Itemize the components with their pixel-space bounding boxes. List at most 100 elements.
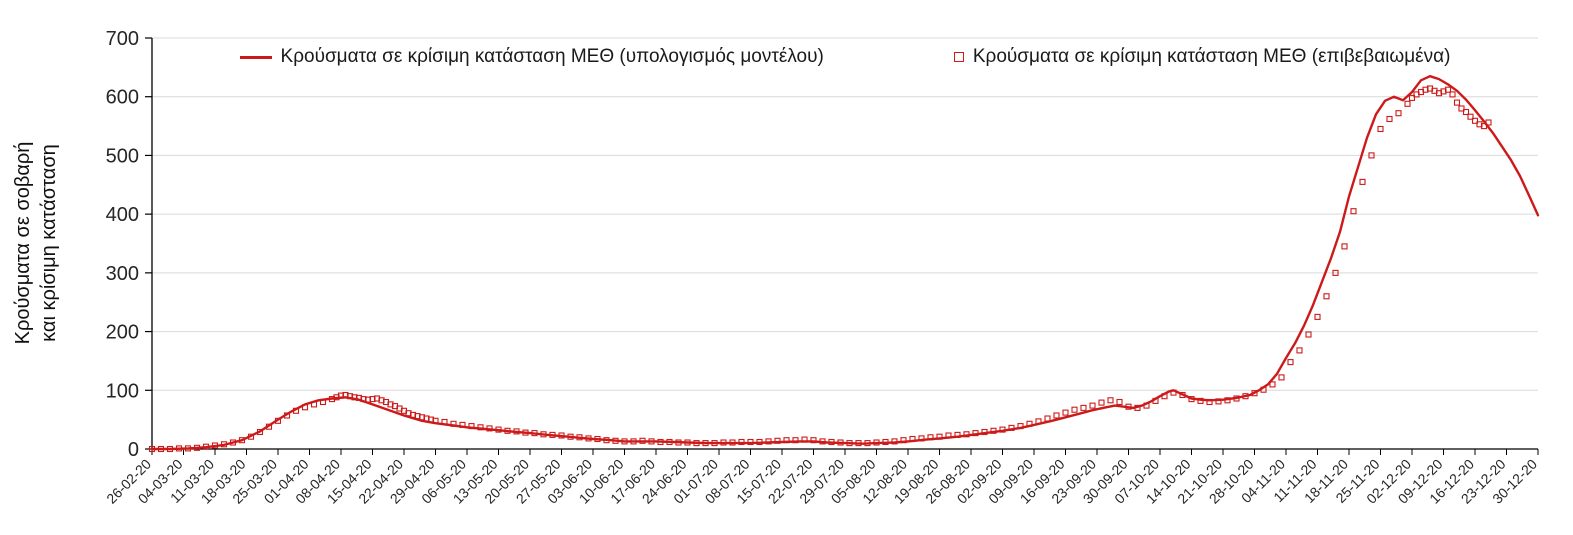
confirmed-data-point	[864, 440, 871, 447]
confirmed-data-point	[738, 438, 745, 446]
confirmed-data-point	[1161, 393, 1168, 400]
confirmed-data-point	[1233, 395, 1240, 402]
legend-item-confirmed: Κρούσματα σε κρίσιμη κατάσταση ΜΕΘ (επιβ…	[953, 46, 1451, 68]
confirmed-data-point	[792, 437, 799, 444]
confirmed-data-point	[684, 439, 691, 446]
confirmed-data-point	[1269, 381, 1276, 388]
legend-label-confirmed: Κρούσματα σε κρίσιμη κατάσταση ΜΕΘ (επιβ…	[972, 46, 1451, 67]
confirmed-data-point	[1453, 99, 1461, 106]
confirmed-data-point	[1053, 412, 1060, 419]
confirmed-data-point	[211, 442, 219, 449]
confirmed-data-point	[927, 434, 934, 441]
confirmed-data-point	[765, 438, 772, 445]
confirmed-data-point	[594, 435, 601, 443]
confirmed-data-point	[319, 398, 327, 406]
confirmed-data-point	[283, 412, 291, 419]
confirmed-data-point	[1197, 397, 1204, 404]
legend: Κρούσματα σε κρίσιμη κατάσταση ΜΕΘ (υπολ…	[150, 46, 1540, 68]
confirmed-data-point	[513, 428, 520, 435]
confirmed-data-point	[265, 423, 273, 430]
confirmed-data-point	[495, 426, 502, 433]
y-tick-label: 100	[106, 380, 139, 402]
confirmed-data-point	[639, 437, 646, 444]
confirmed-data-point	[1350, 208, 1357, 215]
y-tick-label: 500	[106, 145, 139, 167]
confirmed-data-point	[486, 425, 493, 432]
confirmed-data-point	[558, 432, 565, 439]
confirmed-data-point	[1368, 152, 1375, 159]
confirmed-data-point	[1305, 331, 1312, 338]
confirmed-data-point	[774, 437, 781, 444]
confirmed-data-point	[567, 433, 574, 440]
confirmed-data-point	[522, 429, 529, 436]
confirmed-data-point	[819, 438, 826, 445]
confirmed-data-point	[1408, 94, 1416, 101]
confirmed-data-point	[1359, 178, 1366, 185]
confirmed-data-point	[1224, 397, 1231, 404]
confirmed-data-point	[657, 438, 664, 446]
confirmed-data-point	[1471, 117, 1479, 124]
confirmed-data-point	[1458, 105, 1465, 112]
y-tick-label: 300	[106, 263, 139, 285]
confirmed-data-point	[675, 439, 682, 446]
confirmed-data-point	[909, 435, 916, 443]
confirmed-data-point	[247, 433, 255, 440]
confirmed-data-point	[202, 443, 210, 450]
confirmed-data-point	[468, 423, 475, 430]
confirmed-data-point	[666, 438, 673, 446]
confirmed-data-point	[711, 440, 718, 447]
confirmed-data-point	[900, 437, 907, 444]
confirmed-data-point	[810, 437, 817, 444]
confirmed-data-point	[1287, 359, 1294, 366]
y-tick-label: 700	[106, 28, 139, 50]
confirmed-data-point	[1314, 313, 1321, 320]
confirmed-data-point	[828, 438, 835, 446]
confirmed-data-point	[1242, 393, 1249, 400]
confirmed-data-point	[531, 430, 538, 437]
confirmed-data-point	[999, 426, 1006, 433]
confirmed-data-point	[846, 440, 853, 447]
confirmed-data-point	[1278, 374, 1285, 381]
confirmed-data-point	[1188, 396, 1195, 403]
confirmed-data-point	[1215, 398, 1222, 405]
confirmed-data-point	[1062, 409, 1069, 416]
confirmed-data-point	[1116, 398, 1123, 406]
confirmed-data-point	[855, 440, 862, 447]
confirmed-data-point	[1044, 415, 1051, 422]
confirmed-data-point	[292, 407, 300, 414]
confirmed-data-point	[945, 432, 952, 439]
confirmed-data-point	[1179, 391, 1186, 399]
confirmed-data-point	[504, 427, 511, 434]
confirmed-data-point	[301, 404, 309, 411]
confirmed-data-point	[603, 437, 610, 444]
confirmed-data-point	[1332, 269, 1339, 276]
confirmed-data-point	[1152, 397, 1159, 404]
y-tick-label: 600	[106, 87, 139, 109]
confirmed-data-point	[1467, 113, 1474, 120]
confirmed-data-point	[936, 433, 943, 440]
confirmed-data-point	[1296, 347, 1303, 354]
confirmed-data-point	[310, 401, 318, 408]
confirmed-data-point	[1260, 386, 1267, 393]
confirmed-data-point	[720, 439, 727, 446]
confirmed-data-point	[756, 438, 763, 446]
confirmed-data-point	[837, 439, 844, 446]
confirmed-data-point	[972, 430, 979, 437]
model-line-series	[150, 74, 1540, 451]
confirmed-data-point	[441, 418, 448, 426]
confirmed-data-point	[540, 431, 547, 438]
confirmed-data-point	[1404, 100, 1411, 107]
confirmed-data-point	[1071, 406, 1078, 413]
confirmed-data-point	[990, 427, 997, 434]
confirmed-data-point	[1125, 403, 1132, 410]
confirmed-data-point	[549, 431, 556, 438]
confirmed-data-point	[1480, 123, 1488, 130]
confirmed-data-point	[891, 438, 898, 445]
confirmed-data-point	[256, 428, 264, 436]
confirmed-data-point	[918, 435, 925, 442]
confirmed-data-point	[747, 438, 754, 446]
confirmed-square-swatch-icon	[953, 52, 964, 62]
confirmed-data-point	[729, 439, 736, 446]
